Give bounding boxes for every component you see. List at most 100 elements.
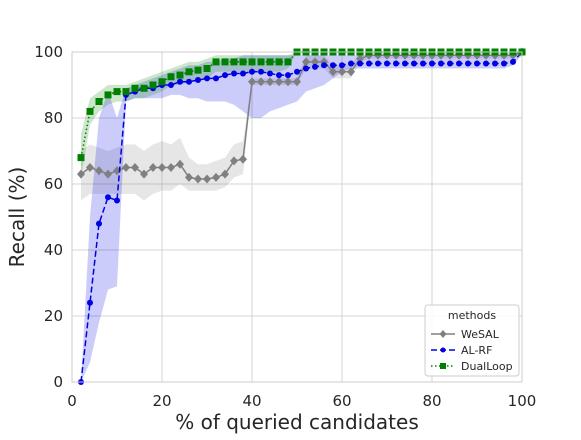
x-tick-label: 80 [422,392,441,410]
y-tick-label: 100 [34,43,63,61]
data-point [167,163,175,172]
data-point [402,60,408,67]
plot-frame [71,51,523,383]
data-point [492,60,498,67]
y-tick-label: 20 [44,307,63,325]
data-point [284,58,292,66]
data-point [230,58,238,66]
data-point [185,68,193,76]
data-point [113,88,121,96]
data-point [501,60,507,67]
data-point [339,62,345,69]
data-point [257,58,265,66]
data-point [258,68,264,75]
data-point [239,154,247,164]
data-point [293,77,301,87]
data-point [284,77,292,87]
data-point [384,60,390,67]
data-point [294,68,300,75]
data-point [375,60,381,67]
data-point [95,98,103,105]
legend-entry: WeSAL [431,328,500,341]
confidence-band [81,52,522,201]
data-point [77,169,85,179]
data-point [167,73,175,81]
data-point [149,81,157,89]
data-point [429,60,435,67]
x-tick-label: 100 [508,392,537,410]
data-point [195,77,201,84]
data-point [185,172,193,182]
x-tick-label: 60 [332,392,351,410]
data-point [321,62,327,69]
data-point [131,84,139,92]
data-point [168,82,174,88]
y-tick-label: 0 [53,373,63,391]
data-point [439,330,447,338]
data-point [203,174,211,184]
data-point [266,77,274,87]
data-point [176,71,184,79]
data-point [231,70,237,77]
data-point [249,68,255,75]
data-point [257,77,265,87]
data-point [275,58,283,66]
data-point [177,78,183,85]
legend-label: DualLoop [461,360,513,373]
data-point [222,72,228,79]
data-point [204,75,210,82]
data-point [447,60,453,67]
data-point [176,159,184,169]
data-point [203,65,211,72]
axes: 0 20 40 60 80 100 0 20 40 60 80 100 [34,43,536,410]
x-tick-label: 40 [242,392,261,410]
data-point [311,57,319,67]
data-point [221,169,229,179]
legend-label: AL-RF [461,344,492,357]
data-point [96,220,102,227]
data-point [456,60,462,67]
data-point [266,58,274,66]
data-point [474,60,480,67]
data-point [194,174,202,184]
data-point [212,172,220,182]
data-point [302,57,310,67]
data-point [87,299,93,306]
data-point [104,169,112,179]
data-point [86,163,94,172]
data-point [357,60,363,67]
data-point [440,363,446,369]
data-point [212,58,220,66]
data-point [411,60,417,67]
data-point [248,58,256,66]
data-point [140,84,148,92]
data-point [483,60,489,67]
confidence-bands [81,52,522,382]
data-point [122,163,130,172]
data-point [348,60,354,67]
data-point [149,163,157,172]
y-axis-label: Recall (%) [5,167,29,268]
data-point [77,154,85,162]
data-point [114,197,120,204]
data-point [329,67,337,77]
data-point [510,58,516,65]
data-point [240,70,246,77]
data-point [275,77,283,87]
data-point [230,156,238,166]
data-point [122,88,130,96]
legend: methods WeSAL AL-RF DualLoop [424,304,520,377]
legend-entry: DualLoop [431,360,513,373]
y-tick-label: 60 [44,175,63,193]
data-point [338,67,346,77]
data-point [95,166,103,176]
data-point [356,54,364,64]
legend-label: WeSAL [461,328,500,341]
data-point [438,60,444,67]
data-point [303,65,309,72]
x-tick-label: 0 [67,392,77,410]
data-point [239,58,247,66]
x-tick-label: 20 [152,392,171,410]
